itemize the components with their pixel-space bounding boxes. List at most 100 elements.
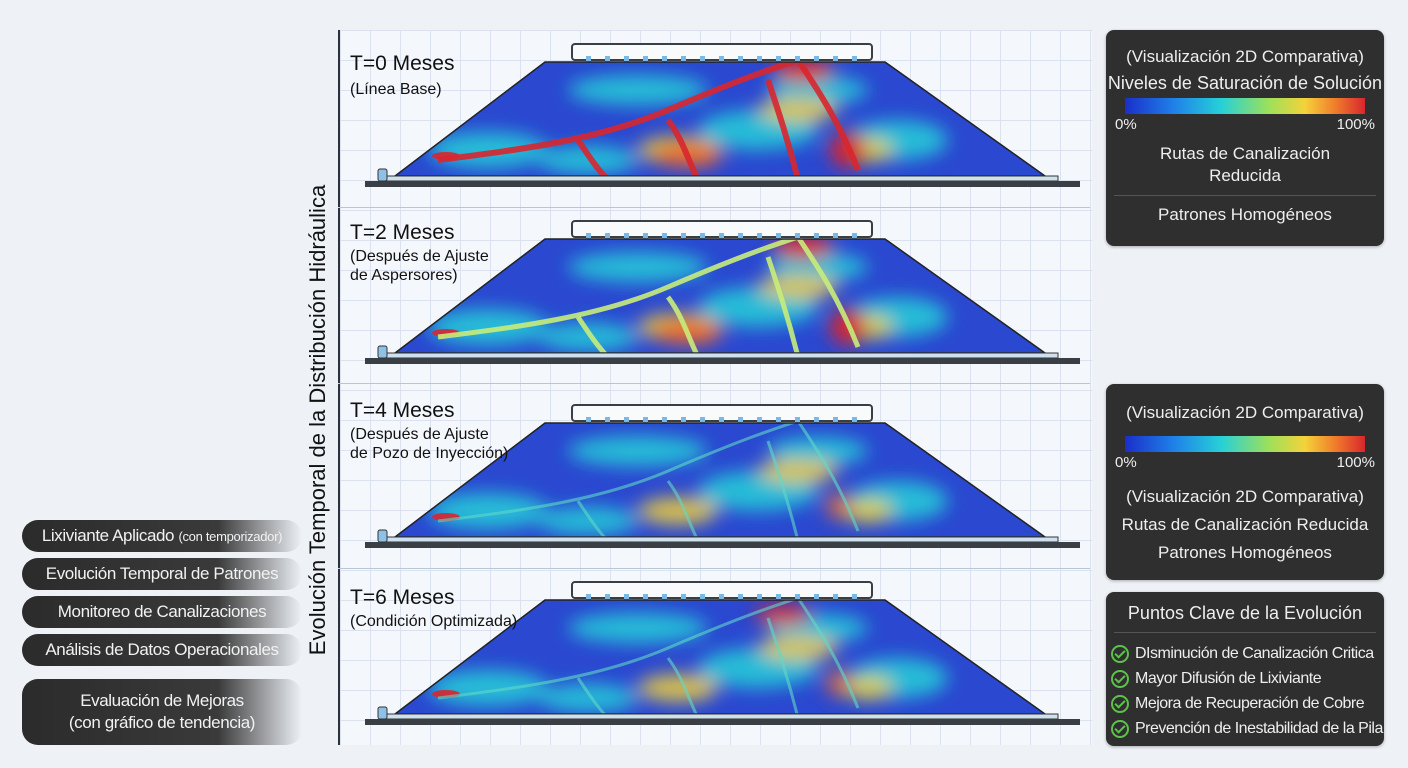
flow-channel (765, 79, 801, 176)
check-circle-icon (1111, 694, 1129, 713)
sprinkler-nozzle (833, 417, 838, 423)
panel-title: T=4 Meses (350, 399, 455, 422)
panel-subtitle: (Después de Ajuste de Pozo de Inyección) (350, 426, 509, 462)
flow-channel (665, 295, 701, 353)
sprinkler-nozzle (662, 417, 667, 423)
sprinkler-nozzle (681, 594, 686, 600)
scale-min: 0% (1115, 116, 1137, 133)
sprinkler-nozzle (738, 594, 743, 600)
sprinkler-nozzle (586, 233, 591, 239)
legend-subtitle: Niveles de Saturación de Solución (1107, 73, 1383, 93)
panel-subtitle: (Línea Base) (350, 81, 442, 98)
flow-channel (575, 138, 611, 176)
panel-t4: T=4 Meses (Después de Ajuste de Pozo de I… (338, 383, 1090, 569)
color-scale-bar (1125, 436, 1365, 452)
scale-max: 100% (1336, 116, 1375, 133)
label-lixiviante: Lixiviante Aplicado (con temporizador) (22, 520, 302, 552)
sprinkler-nozzle (776, 233, 781, 239)
panel-t0: T=0 Meses (Línea Base) (338, 30, 1090, 208)
saturation-zone (843, 676, 893, 700)
check-circle-icon (1111, 644, 1129, 663)
sprinkler-nozzle (662, 594, 667, 600)
sprinkler-nozzle (795, 594, 800, 600)
sprinkler-nozzle (814, 56, 819, 62)
flow-channel (765, 256, 801, 353)
hot-zone (755, 605, 811, 625)
key-points-panel: Puntos Clave de la Evolución DIsminución… (1106, 592, 1384, 746)
sprinkler-nozzle (852, 56, 857, 62)
flow-channel (437, 423, 799, 523)
drain-pipe (377, 529, 388, 543)
sprinkler-nozzle (586, 56, 591, 62)
legend-title: (Visualización 2D Comparativa) (1126, 403, 1364, 422)
vertical-axis-title: Evolución Temporal de la Distribución Hi… (305, 184, 330, 656)
sprinkler-nozzle (757, 233, 762, 239)
heap-heatmap-t4 (365, 404, 1080, 548)
saturation-zone (843, 499, 893, 523)
panel-title: T=2 Meses (350, 221, 455, 244)
saturation-field (395, 62, 1045, 176)
saturation-zone (428, 670, 548, 706)
saturation-zone (538, 507, 638, 535)
sprinkler-nozzle (719, 417, 724, 423)
collection-pad (382, 536, 1059, 543)
sprinkler-nozzle (833, 56, 838, 62)
saturation-zone (638, 674, 718, 702)
saturation-zone (568, 436, 708, 466)
saturation-zone (568, 613, 708, 643)
flow-channel (766, 617, 800, 714)
flow-channel (576, 677, 610, 714)
sprinkler-nozzle (700, 594, 705, 600)
sprinkler-nozzle (719, 594, 724, 600)
sprinkler-nozzle (776, 417, 781, 423)
panel-subtitle: (Después de Ajuste de Aspersores) (350, 248, 489, 284)
drain-pipe (377, 706, 388, 720)
sprinkler-nozzle (662, 233, 667, 239)
sprinkler-nozzle (624, 233, 629, 239)
flow-channel (766, 440, 800, 537)
scale-max: 100% (1336, 454, 1375, 471)
collection-pad (382, 175, 1059, 182)
panel-t2: T=2 Meses (Después de Ajuste de Aspersore… (338, 207, 1090, 384)
sprinkler-nozzle (700, 56, 705, 62)
collection-pad (382, 713, 1059, 720)
sprinkler-nozzle (776, 594, 781, 600)
saturation-zone (568, 75, 708, 105)
saturation-zone (428, 493, 548, 529)
sprinkler-nozzle (605, 417, 610, 423)
base-liner (365, 358, 1080, 364)
sprinkler-nozzle (624, 417, 629, 423)
sprinkler-nozzle (776, 56, 781, 62)
legend-line: (Visualización 2D Comparativa) (1126, 487, 1364, 506)
saturation-zone (638, 497, 718, 525)
saturation-zone (538, 323, 638, 351)
legend-panel-1: (Visualización 2D Comparativa) Niveles d… (1106, 30, 1384, 246)
saturation-zone (538, 684, 638, 712)
label-analisis: Análisis de Datos Operacionales (22, 634, 302, 666)
key-point: Mayor Difusión de Lixiviante (1106, 666, 1384, 691)
legend-title: (Visualización 2D Comparativa) (1126, 47, 1364, 66)
sprinkler-nozzle (586, 594, 591, 600)
sprinkler-nozzle (757, 417, 762, 423)
label-monitoreo: Monitoreo de Canalizaciones (22, 596, 302, 628)
sprinkler-nozzle (643, 233, 648, 239)
sprinkler-nozzle (795, 417, 800, 423)
flow-channel (666, 480, 700, 537)
check-circle-icon (1111, 669, 1129, 688)
saturation-field (395, 423, 1045, 537)
sprinkler-nozzle (700, 233, 705, 239)
sprinkler-nozzle (681, 417, 686, 423)
legend-panel-2: (Visualización 2D Comparativa) 0% 100% (V… (1106, 384, 1384, 580)
saturation-field (395, 600, 1045, 714)
saturation-zone (758, 459, 838, 483)
sprinkler-nozzle (852, 233, 857, 239)
flow-channel (666, 657, 700, 714)
sprinkler-nozzle (795, 56, 800, 62)
legend-footer: Patrones Homogéneos (1158, 205, 1332, 224)
label-evaluacion: Evaluación de Mejoras (con gráfico de ten… (22, 679, 302, 745)
sprinkler-nozzle (681, 233, 686, 239)
sprinkler-nozzle (605, 594, 610, 600)
scale-min: 0% (1115, 454, 1137, 471)
sprinkler-nozzle (852, 417, 857, 423)
flow-channel (576, 500, 610, 537)
